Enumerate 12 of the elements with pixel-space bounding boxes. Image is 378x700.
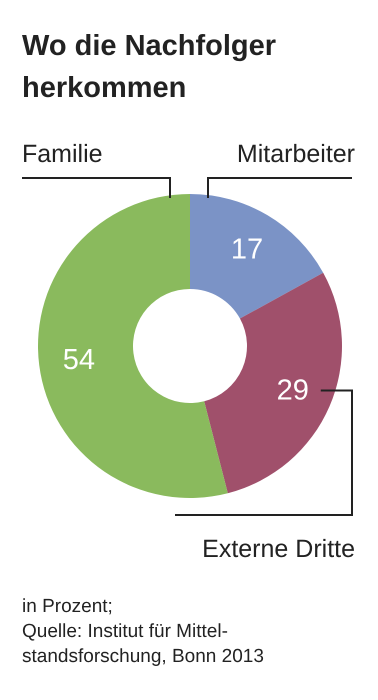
data-label: 17	[230, 234, 264, 266]
donut-slice	[204, 272, 342, 494]
data-label: 54	[62, 344, 96, 376]
donut-slice	[38, 194, 228, 498]
slice-label: Externe Dritte	[202, 535, 355, 563]
text: in Prozent;	[22, 596, 113, 617]
data-label: 29	[276, 374, 309, 406]
source-note: Quelle: Institut für Mittel- standsforschung, Bonn 2013	[22, 621, 264, 667]
donut-slice	[190, 194, 324, 319]
slice-label: Familie	[22, 140, 103, 168]
slice-label: Mitarbeiter	[236, 140, 355, 168]
chart-title: Wo die Nachfolger herkommen	[22, 30, 276, 104]
